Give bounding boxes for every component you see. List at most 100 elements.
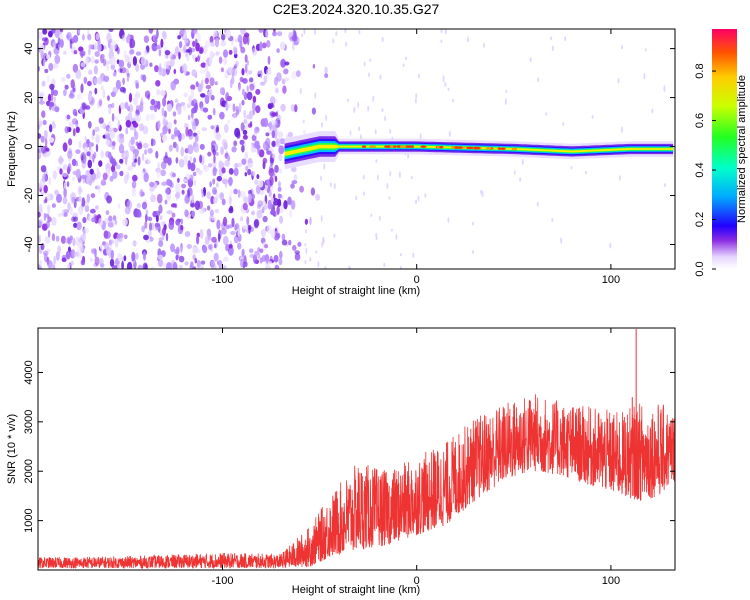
heatmap-noise-cell — [184, 209, 189, 218]
snr-y-label: SNR (10 * v/v) — [6, 414, 18, 484]
heatmap-noise-cell — [194, 257, 198, 264]
heatmap-noise-cell — [242, 34, 248, 45]
heatmap-noise-cell — [81, 102, 86, 110]
heatmap-noise-cell — [135, 63, 140, 72]
heatmap-noise-cell — [157, 254, 164, 260]
heatmap-noise-cell — [263, 75, 268, 84]
heatmap-noise-cell — [208, 163, 212, 168]
heatmap-noise-cell — [224, 123, 229, 133]
x-tick-label: 100 — [602, 274, 620, 286]
heatmap-noise-cell — [192, 266, 197, 269]
heatmap-faint-cell — [375, 232, 378, 238]
heatmap-noise-cell — [101, 178, 105, 185]
heatmap-noise-cell — [206, 191, 211, 200]
heatmap-noise-cell — [270, 209, 276, 216]
heatmap-hot-cell — [511, 147, 517, 151]
heatmap-noise-cell — [186, 244, 192, 249]
heatmap-noise-cell — [255, 184, 261, 195]
heatmap-noise-cell — [38, 204, 43, 213]
heatmap-faint-cell — [399, 253, 402, 257]
heatmap-noise-cell — [175, 191, 180, 199]
heatmap-noise-cell — [172, 111, 177, 117]
heatmap-noise-cell — [148, 230, 152, 239]
heatmap-noise-cell — [143, 48, 148, 57]
heatmap-noise-cell — [223, 235, 229, 246]
heatmap-noise-cell — [214, 81, 218, 86]
heatmap-noise-cell — [173, 51, 179, 57]
heatmap-noise-cell — [118, 59, 125, 68]
heatmap-noise-cell — [152, 210, 158, 218]
heatmap-noise-cell — [136, 209, 142, 218]
heatmap-faint-cell — [357, 101, 360, 109]
heatmap-noise-cell — [126, 261, 133, 269]
heatmap-noise-cell — [228, 207, 234, 214]
heatmap-noise-cell — [266, 68, 270, 79]
heatmap-noise-cell — [72, 176, 76, 182]
heatmap-noise-cell — [122, 218, 128, 227]
heatmap-noise-cell — [246, 35, 250, 46]
heatmap-noise-cell — [78, 185, 82, 196]
heatmap-noise-cell — [97, 171, 101, 179]
heatmap-noise-cell — [210, 41, 215, 47]
snr-x-label: Height of straight line (km) — [292, 584, 420, 596]
heatmap-noise-cell — [117, 264, 120, 269]
heatmap-faint-cell — [519, 177, 522, 182]
heatmap-noise-cell — [191, 29, 198, 35]
heatmap-noise-cell — [98, 117, 104, 124]
heatmap-noise-cell — [209, 35, 214, 44]
heatmap-noise-cell — [132, 56, 137, 66]
heatmap-noise-cell — [112, 86, 119, 94]
heatmap-noise-cell — [233, 188, 238, 195]
heatmap-noise-cell — [223, 265, 227, 269]
heatmap-noise-cell — [126, 199, 133, 210]
heatmap-noise-cell — [100, 244, 103, 250]
heatmap-noise-cell — [149, 105, 155, 111]
heatmap-noise-cell — [233, 167, 239, 177]
heatmap-faint-cell — [551, 45, 554, 52]
heatmap-noise-cell — [179, 264, 183, 269]
heatmap-noise-cell — [86, 151, 91, 157]
heatmap-noise-cell — [187, 189, 190, 198]
heatmap-noise-cell — [70, 192, 76, 201]
heatmap-noise-cell — [235, 105, 239, 112]
heatmap-noise-cell — [196, 130, 201, 135]
heatmap-noise-cell — [168, 128, 171, 135]
heatmap-noise-cell — [232, 103, 236, 112]
heatmap-noise-cell — [287, 131, 293, 138]
heatmap-noise-cell — [231, 146, 237, 153]
heatmap-noise-cell — [192, 171, 197, 177]
heatmap-noise-cell — [52, 120, 55, 127]
heatmap-noise-cell — [228, 195, 232, 205]
heatmap-noise-cell — [94, 248, 97, 258]
heatmap-noise-cell — [200, 93, 206, 98]
heatmap-hot-cell — [476, 146, 480, 150]
heatmap-noise-cell — [180, 146, 185, 157]
heatmap-noise-cell — [62, 142, 68, 152]
heatmap-noise-cell — [79, 50, 86, 57]
heatmap-noise-cell — [149, 62, 153, 67]
heatmap-noise-cell — [190, 84, 196, 90]
heatmap-noise-cell — [204, 40, 211, 48]
heatmap-noise-cell — [219, 192, 225, 201]
heatmap-faint-cell — [374, 129, 377, 135]
heatmap-noise-cell — [201, 79, 204, 89]
heatmap-noise-cell — [275, 138, 281, 147]
heatmap-noise-cell — [93, 65, 98, 75]
heatmap-noise-cell — [47, 193, 51, 201]
heatmap-noise-cell — [95, 134, 100, 144]
heatmap-noise-cell — [208, 244, 213, 251]
spectrogram-panel: -100 0 100 -40 -20 0 20 40 Height of straight … — [6, 28, 676, 297]
heatmap-noise-cell — [251, 210, 255, 216]
heatmap-noise-cell — [161, 30, 167, 38]
heatmap-noise-cell — [252, 47, 257, 56]
heatmap-noise-cell — [105, 231, 111, 239]
heatmap-noise-cell — [278, 258, 283, 266]
heatmap-noise-cell — [248, 110, 254, 120]
heatmap-noise-cell — [125, 155, 128, 166]
heatmap-noise-cell — [45, 220, 50, 229]
heatmap-faint-cell — [378, 215, 381, 221]
heatmap-noise-cell — [71, 36, 76, 42]
heatmap-noise-cell — [160, 161, 167, 170]
heatmap-noise-cell — [184, 159, 189, 165]
